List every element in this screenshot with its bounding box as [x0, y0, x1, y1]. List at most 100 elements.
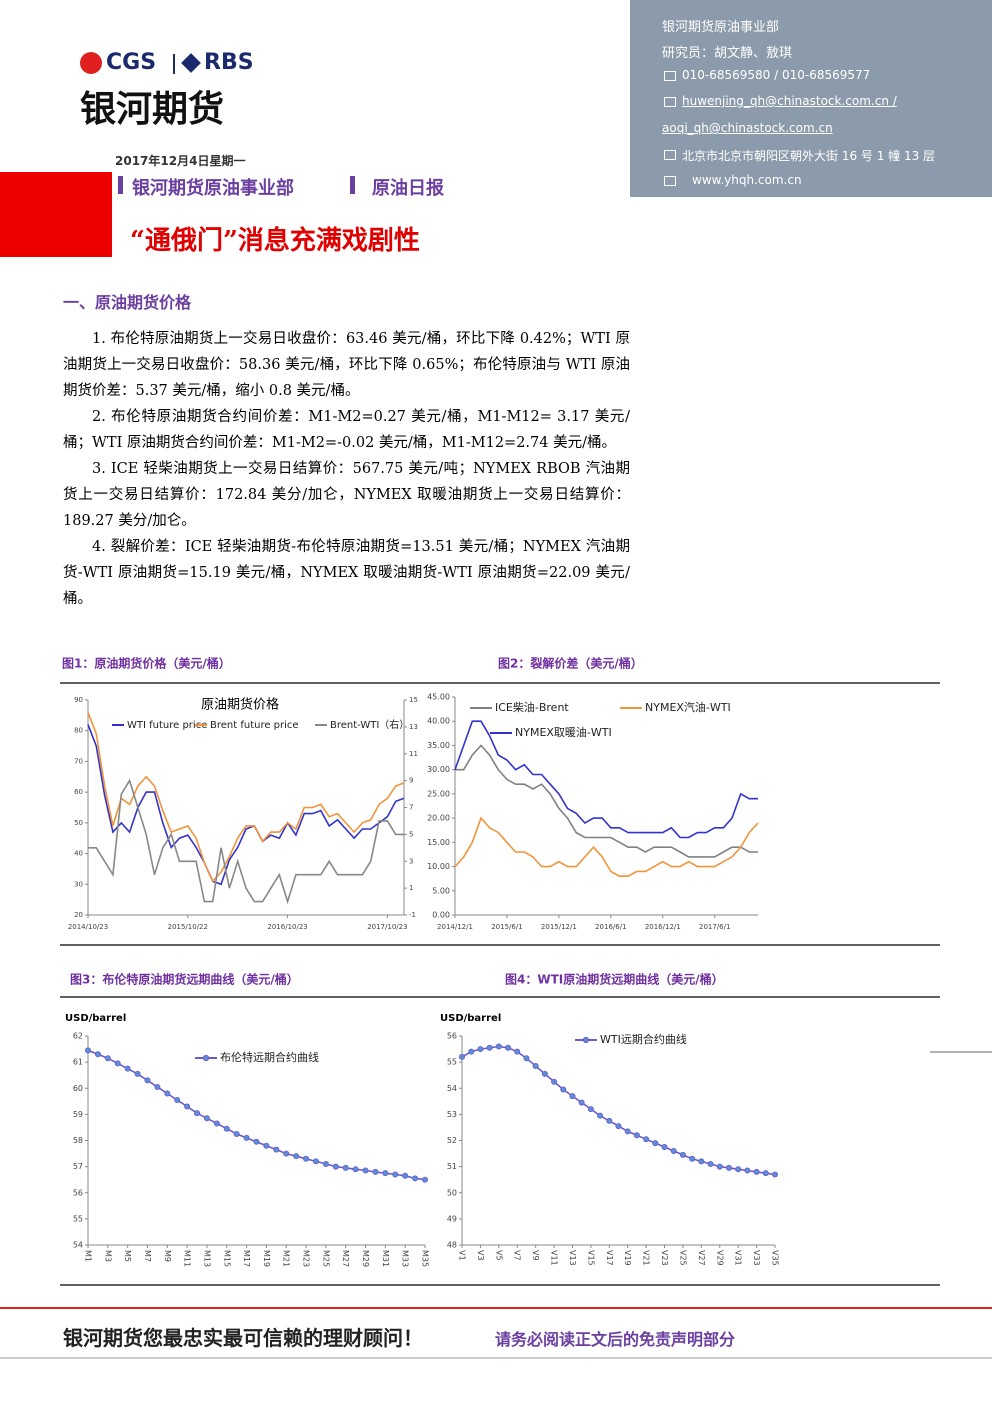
section-body: 1. 布伦特原油期货上一交易日收盘价：63.46 美元/桶，环比下降 0.42%… — [63, 326, 630, 612]
y-tick-label: 5.00 — [432, 886, 450, 895]
point — [94, 1051, 101, 1058]
logo-icon — [80, 52, 102, 74]
y-tick-label: 55 — [73, 1214, 83, 1223]
contact-email[interactable]: huwenjing_qh@chinastock.com.cn / — [682, 94, 897, 108]
point — [624, 1128, 631, 1135]
x-tick-label: M15 — [222, 1250, 231, 1267]
point — [670, 1147, 677, 1154]
y-tick-label: 59 — [73, 1110, 83, 1119]
point — [679, 1151, 686, 1158]
figure-caption: 图4：WTI原油期货远期曲线（美元/桶） — [505, 972, 724, 987]
x-tick-label: 2016/12/1 — [645, 923, 681, 931]
legend-swatch — [202, 1054, 210, 1062]
y-tick-label: 62 — [73, 1032, 83, 1041]
x-tick-label: 2017/6/1 — [699, 923, 730, 931]
y-tick-label: 52 — [447, 1136, 457, 1145]
contact-dept: 银河期货原油事业部 — [662, 20, 780, 35]
y2-tick-label: 5 — [409, 830, 413, 838]
series-line — [87, 724, 405, 886]
point — [184, 1103, 191, 1110]
y2-tick-label: -1 — [409, 911, 416, 919]
y2-tick-label: 3 — [409, 857, 413, 865]
point — [505, 1044, 512, 1051]
point — [606, 1117, 613, 1124]
y-tick-label: 25.00 — [427, 789, 450, 798]
legend-label: NYMEX取暖油-WTI — [515, 725, 612, 739]
point — [514, 1048, 521, 1055]
point — [174, 1097, 181, 1104]
point — [698, 1158, 705, 1165]
contact-email[interactable]: aoqi_qh@chinastock.com.cn — [662, 121, 833, 135]
point — [541, 1070, 548, 1077]
section-heading: 一、原油期货价格 — [63, 293, 192, 312]
y-tick-label: 56 — [73, 1188, 83, 1197]
y-tick-label: 53 — [447, 1110, 457, 1119]
legend-label: ICE柴油-Brent — [495, 700, 569, 714]
x-tick-label: V13 — [568, 1250, 577, 1266]
paragraph: 2. 布伦特原油期货合约间价差：M1-M2=0.27 美元/桶，M1-M12= … — [63, 409, 630, 451]
y-tick-label: 0.00 — [432, 911, 450, 920]
y2-tick-label: 11 — [409, 750, 418, 758]
point — [523, 1055, 530, 1062]
report-name: 原油日报 — [372, 178, 444, 199]
point — [164, 1090, 171, 1097]
point — [273, 1146, 280, 1153]
x-tick-label: 2016/6/1 — [595, 923, 626, 931]
legend-label: WTI远期合约曲线 — [600, 1032, 687, 1046]
contact-phone: 010-68569580 / 010-68569577 — [682, 68, 871, 82]
paragraph: 4. 裂解价差：ICE 轻柴油期货-布伦特原油期货=13.51 美元/桶；NYM… — [63, 539, 630, 607]
point — [223, 1125, 230, 1132]
figure-caption: 图3：布伦特原油期货远期曲线（美元/桶） — [70, 972, 299, 987]
point — [707, 1161, 714, 1168]
y-tick-label: 20.00 — [427, 814, 450, 823]
y-tick-label: 45.00 — [427, 693, 450, 702]
y-tick-label: 54 — [447, 1084, 457, 1093]
point — [124, 1065, 131, 1072]
chart-title: 原油期货价格 — [201, 697, 279, 713]
x-tick-label: 2014/12/1 — [437, 923, 473, 931]
logo-left: CGS — [106, 50, 157, 75]
x-tick-label: M19 — [262, 1250, 271, 1267]
y-axis-label: USD/barrel — [440, 1013, 501, 1024]
point — [661, 1144, 668, 1151]
y-tick-label: 40 — [74, 850, 83, 858]
legend-label: Brent future price — [210, 720, 299, 731]
y-tick-label: 60 — [74, 788, 83, 796]
x-tick-label: M13 — [202, 1250, 211, 1267]
point — [372, 1168, 379, 1175]
logo-right: RBS — [204, 50, 254, 75]
x-tick-label: V31 — [734, 1250, 743, 1266]
y-tick-label: 70 — [74, 757, 83, 765]
y-tick-label: 57 — [73, 1162, 83, 1171]
x-tick-label: 2015/10/22 — [168, 923, 208, 931]
point — [725, 1164, 732, 1171]
x-tick-label: V21 — [642, 1250, 651, 1266]
series-line — [455, 744, 758, 858]
y2-tick-label: 15 — [409, 696, 418, 704]
x-tick-label: M27 — [341, 1250, 350, 1267]
point — [587, 1106, 594, 1113]
x-tick-label: V7 — [513, 1250, 522, 1261]
point — [560, 1086, 567, 1093]
contact-website[interactable]: www.yhqh.com.cn — [692, 173, 802, 187]
red-block — [0, 172, 112, 257]
y-tick-label: 10.00 — [427, 862, 450, 871]
point — [735, 1166, 742, 1173]
point — [85, 1047, 92, 1054]
x-tick-label: M33 — [401, 1250, 410, 1267]
x-tick-label: 2016/10/23 — [267, 923, 307, 931]
point — [362, 1167, 369, 1174]
figure-caption: 图1：原油期货价格（美元/桶） — [62, 656, 231, 671]
x-tick-label: M17 — [242, 1250, 251, 1267]
contact-analysts: 研究员：胡文静、敖琪 — [662, 46, 793, 61]
y-tick-label: 15.00 — [427, 838, 450, 847]
y-tick-label: 56 — [447, 1032, 457, 1041]
footer-slogan: 银河期货您最忠实最可信赖的理财顾问！ — [63, 1326, 423, 1350]
point — [597, 1112, 604, 1119]
y2-tick-label: 9 — [409, 777, 413, 785]
paragraph: 1. 布伦特原油期货上一交易日收盘价：63.46 美元/桶，环比下降 0.42%… — [63, 331, 630, 399]
y-tick-label: 61 — [73, 1058, 83, 1067]
point — [114, 1060, 121, 1067]
